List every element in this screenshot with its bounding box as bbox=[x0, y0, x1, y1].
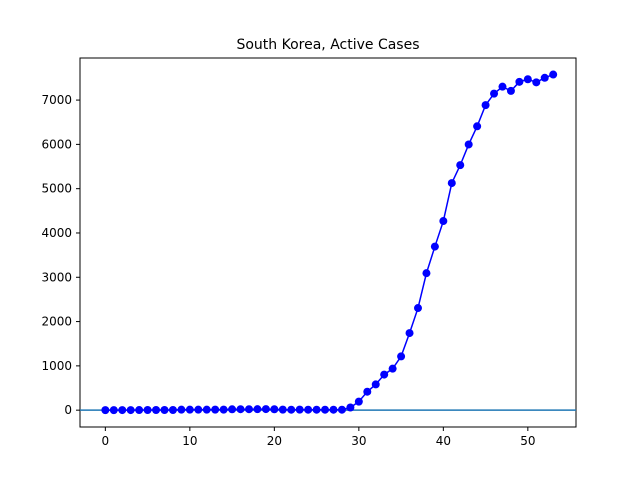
y-tick-label: 5000 bbox=[41, 182, 72, 196]
data-point bbox=[388, 364, 397, 373]
data-point bbox=[270, 405, 279, 414]
data-point bbox=[506, 86, 515, 95]
data-point bbox=[397, 352, 406, 361]
data-point bbox=[118, 406, 127, 415]
y-tick-label: 6000 bbox=[41, 137, 72, 151]
data-point bbox=[160, 405, 169, 414]
y-tick-label: 1000 bbox=[41, 359, 72, 373]
data-point bbox=[515, 77, 524, 86]
data-point bbox=[540, 73, 549, 82]
data-point bbox=[168, 405, 177, 414]
data-point bbox=[295, 405, 304, 414]
data-point bbox=[236, 405, 245, 414]
series-line bbox=[105, 73, 554, 411]
data-point bbox=[447, 179, 456, 188]
data-point bbox=[194, 405, 203, 414]
x-tick-label: 30 bbox=[351, 434, 366, 448]
data-point bbox=[304, 405, 313, 414]
data-point bbox=[253, 405, 262, 414]
x-tick-label: 50 bbox=[520, 434, 535, 448]
data-point bbox=[439, 217, 448, 226]
data-point bbox=[287, 405, 296, 414]
data-point bbox=[126, 406, 135, 415]
data-point bbox=[143, 405, 152, 414]
data-point bbox=[228, 405, 237, 414]
data-point bbox=[371, 380, 380, 389]
data-point bbox=[219, 405, 228, 414]
data-point bbox=[523, 75, 532, 84]
x-tick-label: 40 bbox=[436, 434, 451, 448]
data-point bbox=[321, 405, 330, 414]
data-point bbox=[177, 405, 186, 414]
data-point bbox=[405, 329, 414, 338]
data-point bbox=[481, 101, 490, 110]
x-tick-label: 10 bbox=[182, 434, 197, 448]
data-point bbox=[473, 122, 482, 131]
data-point bbox=[101, 406, 110, 415]
data-point bbox=[380, 370, 389, 379]
data-point bbox=[261, 405, 270, 414]
y-tick-label: 7000 bbox=[41, 93, 72, 107]
data-point bbox=[135, 406, 144, 415]
data-point bbox=[202, 405, 211, 414]
data-point bbox=[413, 304, 422, 313]
data-point bbox=[109, 406, 118, 415]
data-point bbox=[430, 242, 439, 251]
plot-area bbox=[79, 57, 577, 428]
chart-title: South Korea, Active Cases bbox=[236, 37, 419, 53]
data-point bbox=[185, 405, 194, 414]
data-point bbox=[422, 269, 431, 278]
data-point bbox=[244, 405, 253, 414]
data-point bbox=[363, 387, 372, 396]
data-point bbox=[464, 140, 473, 149]
data-point bbox=[498, 82, 507, 91]
data-point bbox=[549, 70, 558, 79]
data-point bbox=[532, 78, 541, 87]
data-point bbox=[329, 405, 338, 414]
data-point bbox=[456, 161, 465, 170]
y-tick-label: 4000 bbox=[41, 226, 72, 240]
data-point bbox=[346, 403, 355, 412]
x-tick-label: 20 bbox=[267, 434, 282, 448]
data-point bbox=[312, 405, 321, 414]
x-tick-label: 0 bbox=[102, 434, 110, 448]
data-point bbox=[211, 405, 220, 414]
data-point bbox=[490, 89, 499, 98]
y-tick-label: 2000 bbox=[41, 315, 72, 329]
y-tick-label: 3000 bbox=[41, 270, 72, 284]
data-point bbox=[354, 397, 363, 406]
data-point bbox=[152, 405, 161, 414]
data-point bbox=[337, 405, 346, 414]
data-point bbox=[278, 405, 287, 414]
y-tick-label: 0 bbox=[64, 403, 72, 417]
